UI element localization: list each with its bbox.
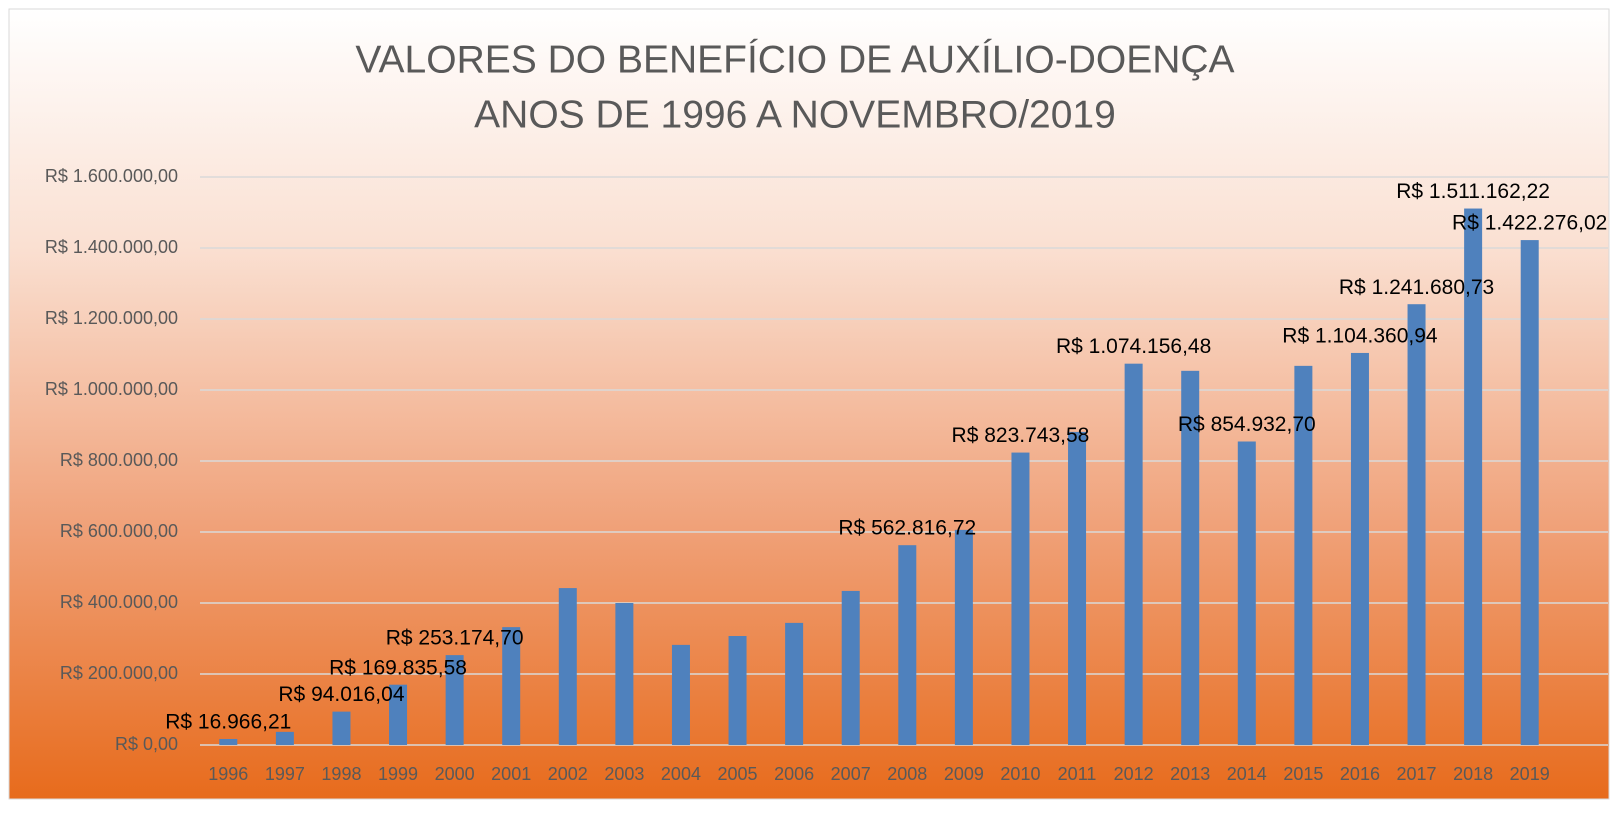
data-label: R$ 16.966,21 xyxy=(165,711,291,734)
x-tick-label: 2013 xyxy=(1170,764,1210,784)
bar xyxy=(1294,365,1313,745)
bar xyxy=(898,545,917,745)
x-tick-label: 2014 xyxy=(1227,764,1267,784)
x-tick-label: 2019 xyxy=(1510,764,1550,784)
x-tick-label: 2012 xyxy=(1114,764,1154,784)
bar xyxy=(332,711,351,745)
chart-title: VALORES DO BENEFÍCIO DE AUXÍLIO-DOENÇA xyxy=(355,38,1234,81)
data-label: R$ 1.422.276,02 xyxy=(1452,212,1607,235)
bar xyxy=(1011,452,1030,745)
y-tick-label: R$ 1.600.000,00 xyxy=(45,166,178,186)
x-tick-label: 2011 xyxy=(1058,764,1097,784)
chart-background xyxy=(8,8,1610,800)
bar xyxy=(1181,370,1200,745)
data-label: R$ 562.816,72 xyxy=(838,517,976,540)
data-label: R$ 1.511.162,22 xyxy=(1396,180,1550,203)
bar xyxy=(219,738,238,745)
y-tick-label: R$ 1.400.000,00 xyxy=(45,237,178,257)
y-tick-label: R$ 0,00 xyxy=(115,734,178,754)
x-tick-label: 1998 xyxy=(321,764,361,784)
x-tick-label: 2003 xyxy=(604,764,644,784)
bar xyxy=(671,644,690,745)
data-label: R$ 1.104.360,94 xyxy=(1282,324,1438,347)
x-tick-label: 2015 xyxy=(1283,764,1323,784)
y-tick-label: R$ 200.000,00 xyxy=(60,663,178,683)
bar xyxy=(615,603,634,745)
data-label: R$ 169.835,58 xyxy=(329,656,467,679)
y-tick-label: R$ 1.000.000,00 xyxy=(45,379,178,399)
bar xyxy=(954,529,973,745)
x-tick-label: 2010 xyxy=(1000,764,1040,784)
bar xyxy=(1124,363,1143,745)
bar xyxy=(728,636,747,745)
data-label: R$ 94.016,04 xyxy=(278,683,404,706)
bar xyxy=(502,627,521,745)
bar xyxy=(1350,352,1369,745)
data-label: R$ 854.932,70 xyxy=(1178,413,1316,436)
x-tick-label: 2017 xyxy=(1397,764,1437,784)
x-tick-label: 1997 xyxy=(265,764,305,784)
x-tick-label: 2018 xyxy=(1453,764,1493,784)
y-tick-label: R$ 400.000,00 xyxy=(60,592,178,612)
data-label: R$ 823.743,58 xyxy=(952,424,1090,447)
data-label: R$ 1.241.680,73 xyxy=(1339,276,1494,299)
x-tick-label: 2005 xyxy=(718,764,758,784)
bar xyxy=(841,590,860,745)
bar xyxy=(1520,240,1539,745)
bar xyxy=(1407,304,1426,745)
bar xyxy=(558,588,577,745)
x-tick-label: 2016 xyxy=(1340,764,1380,784)
bar xyxy=(445,655,464,745)
bar xyxy=(1237,441,1256,745)
x-tick-label: 2006 xyxy=(774,764,814,784)
x-tick-label: 2002 xyxy=(548,764,588,784)
x-tick-label: 2007 xyxy=(831,764,871,784)
bar xyxy=(1068,431,1087,745)
y-tick-label: R$ 1.200.000,00 xyxy=(45,308,178,328)
data-label: R$ 1.074.156,48 xyxy=(1056,335,1211,358)
bar xyxy=(1464,208,1483,745)
x-tick-label: 2009 xyxy=(944,764,984,784)
bar xyxy=(785,622,804,745)
chart-title: ANOS DE 1996 A NOVEMBRO/2019 xyxy=(474,93,1116,136)
data-label: R$ 253.174,70 xyxy=(386,627,524,650)
x-tick-label: 2001 xyxy=(491,764,531,784)
x-tick-label: 2004 xyxy=(661,764,701,784)
x-tick-label: 2008 xyxy=(887,764,927,784)
y-tick-label: R$ 800.000,00 xyxy=(60,450,178,470)
x-tick-label: 2000 xyxy=(435,764,475,784)
x-tick-label: 1999 xyxy=(378,764,418,784)
bar xyxy=(275,731,294,745)
x-tick-label: 1996 xyxy=(208,764,248,784)
bar xyxy=(389,684,408,745)
y-tick-label: R$ 600.000,00 xyxy=(60,521,178,541)
